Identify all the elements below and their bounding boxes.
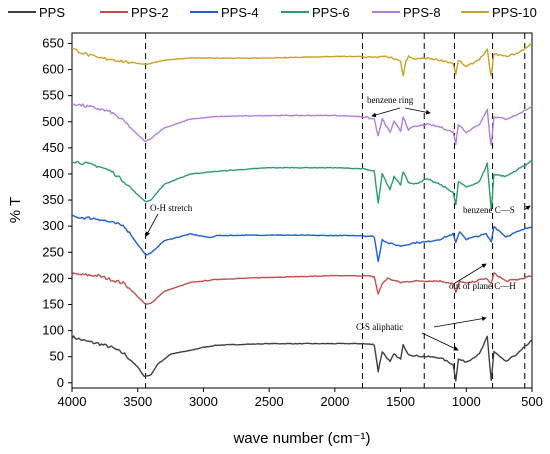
- legend-label: PPS-4: [221, 5, 259, 20]
- legend-label: PPS-10: [492, 5, 537, 20]
- y-axis: 0 50 100 150 200 250 300 350 400 450 500 550 600 650: [42, 35, 72, 390]
- series-line-pps-4: [71, 214, 533, 263]
- y-tick-label: 50: [50, 349, 64, 364]
- annotation-out-of-plane: out of plane C—H: [449, 281, 516, 291]
- series-line-pps-10: [71, 42, 533, 77]
- x-tick-label: 500: [521, 394, 543, 409]
- y-tick-label: 350: [42, 192, 64, 207]
- annotation-arrow: [421, 332, 459, 351]
- annotations: O-H stretch benzene ring benzene C—S out of…: [145, 95, 531, 351]
- series-group: [71, 42, 533, 382]
- y-tick-label: 400: [42, 166, 64, 181]
- x-tick-label: 1000: [452, 394, 481, 409]
- y-tick-label: 500: [42, 114, 64, 129]
- x-axis: 4000 3500 3000 2500 2000 1500 1000 500: [58, 388, 543, 409]
- x-tick-label: 3000: [189, 394, 218, 409]
- reference-lines: [145, 33, 526, 388]
- y-tick-label: 550: [42, 88, 64, 103]
- annotation-arrow: [371, 107, 401, 118]
- annotation-benzene-ring: benzene ring: [367, 95, 414, 105]
- x-axis-label: wave number (cm⁻¹): [232, 430, 370, 447]
- series-line-pps-8: [71, 103, 533, 146]
- legend: PPS PPS-2 PPS-4 PPS-6 PPS-8 PPS-10: [8, 5, 537, 20]
- series-line-pps: [71, 335, 533, 382]
- legend-label: PPS: [39, 5, 65, 20]
- x-tick-label: 1500: [386, 394, 415, 409]
- x-tick-label: 3500: [123, 394, 152, 409]
- y-tick-label: 200: [42, 270, 64, 285]
- x-tick-label: 2000: [320, 394, 349, 409]
- y-tick-label: 600: [42, 62, 64, 77]
- annotation-cs-aliphatic: C-S aliphatic: [356, 322, 403, 332]
- y-tick-label: 650: [42, 35, 64, 50]
- annotation-arrow: [454, 263, 487, 284]
- annotation-arrow: [523, 205, 531, 211]
- y-tick-label: 300: [42, 218, 64, 233]
- x-tick-label: 4000: [58, 394, 87, 409]
- y-tick-label: 150: [42, 296, 64, 311]
- annotation-arrow: [404, 107, 431, 115]
- annotation-arrow: [433, 316, 487, 328]
- y-tick-label: 100: [42, 323, 64, 338]
- y-tick-label: 250: [42, 244, 64, 259]
- annotation-oh-stretch: O-H stretch: [150, 203, 193, 213]
- series-line-pps-6: [71, 160, 533, 211]
- annotation-arrow: [145, 213, 159, 237]
- y-tick-label: 0: [57, 375, 64, 390]
- legend-label: PPS-2: [131, 5, 169, 20]
- x-tick-label: 2500: [255, 394, 284, 409]
- plot-frame: [71, 32, 533, 389]
- y-tick-label: 450: [42, 140, 64, 155]
- series-line-pps-2: [71, 272, 533, 306]
- y-axis-label: % T: [7, 197, 24, 223]
- annotation-benzene-cs: benzene C—S: [463, 205, 515, 215]
- legend-label: PPS-8: [403, 5, 441, 20]
- legend-label: PPS-6: [312, 5, 350, 20]
